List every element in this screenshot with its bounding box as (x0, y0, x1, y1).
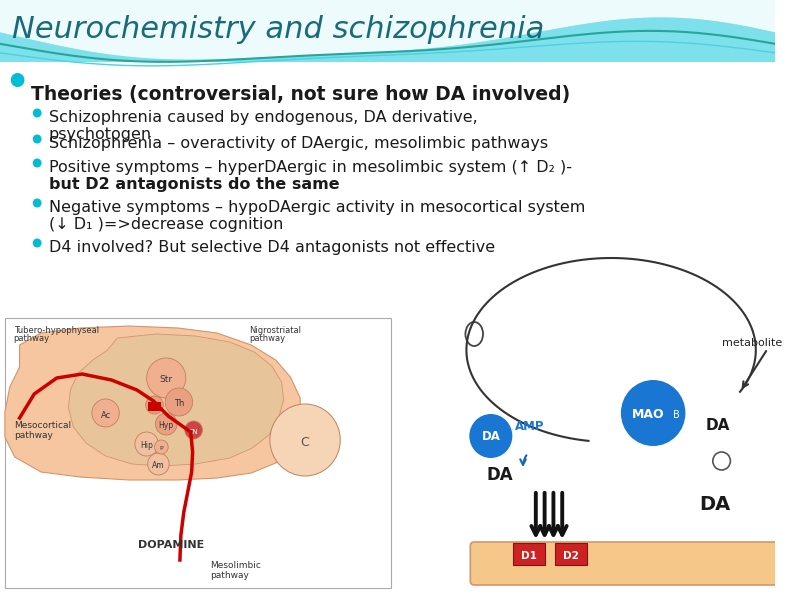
Text: DA: DA (699, 495, 730, 514)
Circle shape (147, 453, 169, 475)
Circle shape (165, 388, 193, 416)
Circle shape (155, 413, 177, 435)
Text: Tubero-hypophyseal: Tubero-hypophyseal (13, 326, 99, 335)
Text: AMP: AMP (515, 420, 545, 433)
Polygon shape (5, 326, 301, 480)
Text: Positive symptoms – hyperDAergic in mesolimbic system (↑ D₂ )-: Positive symptoms – hyperDAergic in meso… (49, 160, 572, 175)
Text: DOPAMINE: DOPAMINE (138, 540, 205, 550)
FancyBboxPatch shape (555, 543, 587, 565)
Text: C: C (301, 435, 309, 448)
Text: Hyp: Hyp (159, 422, 174, 431)
Circle shape (33, 135, 41, 144)
Text: B: B (672, 410, 680, 420)
Circle shape (33, 239, 41, 248)
Text: but D2 antagonists do the same: but D2 antagonists do the same (49, 177, 339, 192)
Circle shape (33, 108, 41, 117)
Text: Schizophrenia – overactivity of DAergic, mesolimbic pathways: Schizophrenia – overactivity of DAergic,… (49, 136, 548, 151)
Text: Am: Am (152, 462, 165, 471)
Text: D2: D2 (563, 551, 579, 561)
Circle shape (185, 421, 202, 439)
Text: DA: DA (487, 466, 514, 484)
Text: DA: DA (706, 418, 730, 433)
Circle shape (33, 158, 41, 167)
Text: Schizophrenia caused by endogenous, DA derivative,: Schizophrenia caused by endogenous, DA d… (49, 110, 477, 125)
Circle shape (33, 199, 41, 208)
Text: Mesolimbic: Mesolimbic (210, 561, 261, 570)
Circle shape (270, 404, 340, 476)
Text: Ac: Ac (101, 410, 111, 420)
Text: pathway: pathway (13, 431, 52, 440)
Circle shape (135, 432, 159, 456)
Circle shape (469, 414, 512, 458)
Text: DA: DA (481, 431, 500, 444)
Text: Str: Str (159, 376, 173, 385)
FancyBboxPatch shape (0, 0, 776, 62)
Circle shape (92, 399, 119, 427)
Circle shape (146, 396, 163, 414)
Text: (↓ D₁ )=>decrease cognition: (↓ D₁ )=>decrease cognition (49, 217, 283, 232)
Circle shape (11, 73, 25, 87)
Text: Mesocortical: Mesocortical (13, 421, 71, 430)
Text: MAO: MAO (632, 407, 665, 420)
Text: Th: Th (174, 399, 184, 408)
FancyBboxPatch shape (5, 318, 391, 588)
Circle shape (155, 440, 168, 454)
Circle shape (147, 358, 186, 398)
Text: Negative symptoms – hypoDAergic activity in mesocortical system: Negative symptoms – hypoDAergic activity… (49, 200, 585, 215)
Text: Hip: Hip (140, 441, 153, 450)
Text: Neurochemistry and schizophrenia: Neurochemistry and schizophrenia (12, 15, 544, 44)
FancyBboxPatch shape (470, 542, 786, 585)
Polygon shape (68, 334, 284, 466)
FancyBboxPatch shape (513, 543, 545, 565)
Text: Sep: Sep (148, 404, 161, 410)
Text: D1: D1 (521, 551, 537, 561)
Text: metabolite: metabolite (722, 338, 782, 348)
Text: pathway: pathway (13, 334, 50, 343)
FancyBboxPatch shape (147, 402, 161, 411)
Text: SN: SN (189, 429, 198, 435)
Circle shape (621, 380, 685, 446)
Polygon shape (0, 0, 776, 60)
Text: pathway: pathway (210, 571, 249, 580)
Text: Nigrostriatal: Nigrostriatal (249, 326, 301, 335)
Text: Theories (controversial, not sure how DA involved): Theories (controversial, not sure how DA… (31, 85, 570, 104)
Text: D4 involved? But selective D4 antagonists not effective: D4 involved? But selective D4 antagonist… (49, 240, 495, 255)
Text: pathway: pathway (249, 334, 285, 343)
Text: P: P (159, 447, 163, 451)
Polygon shape (0, 17, 776, 62)
Text: psychotogen: psychotogen (49, 127, 152, 142)
